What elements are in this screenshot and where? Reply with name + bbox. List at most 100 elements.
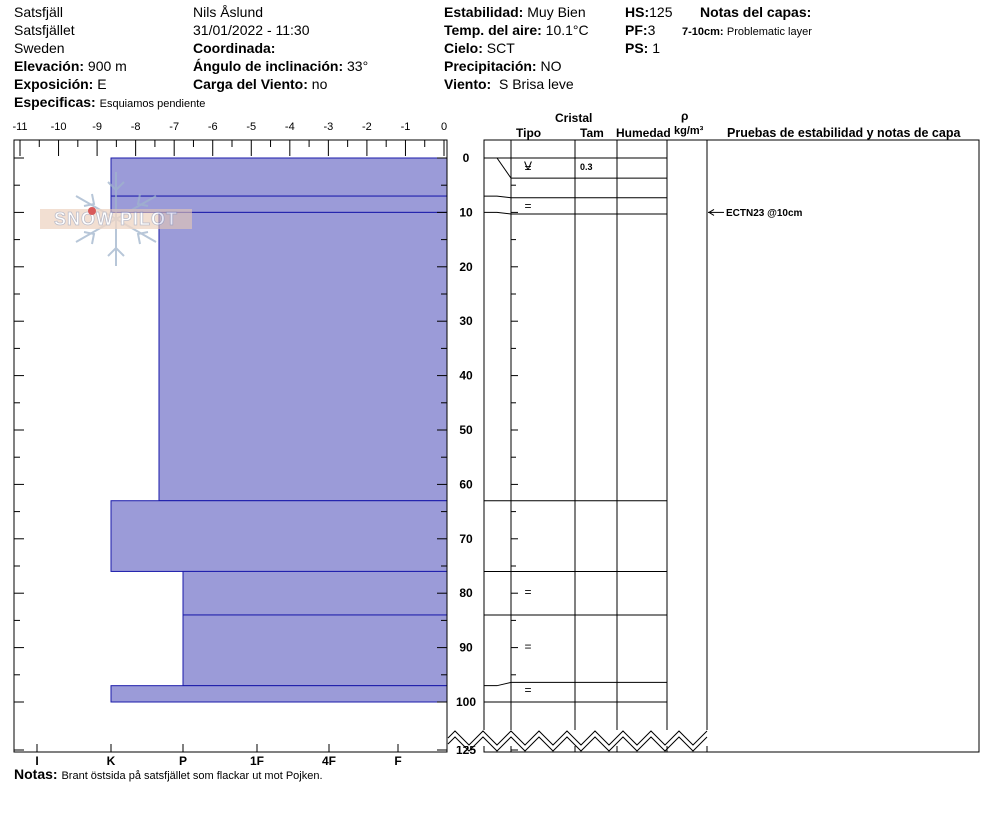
hs-value: 125 [649, 4, 673, 20]
wind-load-value: no [311, 76, 328, 92]
temp-tick-label: -3 [323, 121, 333, 133]
temp-tick-label: -9 [92, 121, 102, 133]
ps: PS: 1 [625, 40, 660, 56]
type-header: Tipo [516, 126, 542, 140]
temp-tick-label: -1 [401, 121, 411, 133]
hardness-layer-4 [110, 500, 448, 572]
notes-label: Notas: [14, 766, 58, 782]
slope: Ángulo de inclinación: 33° [193, 58, 368, 74]
air-temp-value: 10.1°C [545, 22, 589, 38]
depth-label: 20 [459, 260, 473, 274]
aspect-label: Exposición: [14, 76, 94, 92]
table-frame [483, 139, 980, 753]
datetime: 31/01/2022 - 11:30 [193, 22, 310, 38]
slope-value: 33° [347, 58, 369, 74]
layer-note: 7-10cm: Problematic layer [682, 23, 812, 40]
temp-tick-label: -4 [285, 121, 295, 133]
hardness-layer-5 [182, 570, 448, 616]
temp-tick-label: -5 [246, 121, 256, 133]
hs: HS:125 [625, 4, 672, 20]
depth-label: 10 [459, 205, 473, 219]
depth-label: 80 [459, 586, 473, 600]
layer-connector [484, 195, 512, 199]
precip-label: Precipitación: [444, 58, 537, 74]
country: Sweden [14, 40, 65, 56]
crystal-type-symbol: = [524, 683, 531, 697]
stability-label: Estabilidad: [444, 4, 524, 20]
wind-label: Viento: [444, 76, 492, 92]
wind: Viento: S Brisa leve [444, 76, 574, 92]
location-subname: Satsfjället [14, 22, 75, 38]
layer-table: V=====0.3 [447, 139, 980, 753]
crystal-type-symbol: = [524, 640, 531, 654]
coordinate-label: Coordinada: [193, 40, 276, 56]
precip-value: NO [540, 58, 562, 74]
test-result-marker: ECTN23 @10cm [708, 208, 803, 219]
crystal-header: Cristal [555, 111, 593, 125]
test-arrow-head [708, 208, 715, 216]
temp-tick-label: -8 [131, 121, 141, 133]
temp-tick-label: -7 [169, 121, 179, 133]
hardness-layer-7 [110, 685, 448, 703]
stability: Estabilidad: Muy Bien [444, 4, 586, 20]
logo-dot [88, 207, 96, 215]
hardness-layer-3 [158, 211, 448, 502]
temperature-axis: -11 -10 -9 -8 -7 -6 -5 -4 -3 -2 -1 0 [12, 121, 447, 156]
hardness-label: 4F [322, 754, 336, 768]
layer-note-text: Problematic layer [726, 26, 812, 38]
crystal-type-symbol: = [524, 585, 531, 599]
axis-break-zigzag-bottom [447, 736, 708, 752]
notes-value: Brant östsida på satsfjället som flackar… [61, 770, 323, 782]
temp-tick-label: 0 [441, 121, 447, 133]
depth-label: 50 [459, 423, 473, 437]
layer-connector [484, 211, 512, 215]
precipitation: Precipitación: NO [444, 58, 561, 74]
stability-value: Muy Bien [527, 4, 586, 20]
temp-tick-label: -10 [51, 121, 67, 133]
temp-tick-label: -6 [208, 121, 218, 133]
sky-label: Cielo: [444, 40, 483, 56]
crystal-size-value: 0.3 [580, 162, 593, 172]
depth-axis: 0 10 20 30 40 50 60 70 80 90 100 125 [14, 151, 518, 757]
elevation-value: 900 m [87, 58, 127, 74]
elevation-label: Elevación: [14, 58, 85, 74]
specifics-value: Esquiamos pendiente [99, 98, 206, 110]
wind-load: Carga del Viento: no [193, 76, 327, 92]
depth-label: 90 [459, 641, 473, 655]
density-rho-header: ρ [681, 109, 689, 123]
location-name: Satsfjäll [14, 4, 64, 20]
snowpilot-logo: SNOW PILOT [40, 172, 192, 266]
depth-label: 30 [459, 314, 473, 328]
pf-value: 3 [647, 22, 656, 38]
slope-label: Ángulo de inclinación: [193, 58, 344, 74]
ps-value: 1 [652, 40, 661, 56]
hardness-layers [110, 157, 448, 703]
humidity-header: Humedad [616, 126, 671, 140]
temp-tick-label: -2 [362, 121, 372, 133]
air-temp-label: Temp. del aire: [444, 22, 542, 38]
hardness-label: I [35, 754, 38, 768]
hs-label: HS: [625, 4, 650, 20]
hardness-label: P [179, 754, 187, 768]
crystal-type-symbol: = [524, 161, 531, 175]
hardness-axis: I K P 1F 4F F [35, 744, 402, 768]
hardness-layer-1 [110, 157, 448, 197]
layer-connector [484, 157, 512, 179]
depth-label: 60 [459, 477, 473, 491]
depth-label: 100 [456, 695, 476, 709]
temp-tick-label: -11 [12, 121, 27, 133]
ps-label: PS: [625, 40, 649, 56]
tests-header: Pruebas de estabilidad y notas de capa [727, 126, 961, 140]
crystal-type-symbol: V [524, 159, 532, 173]
layer-notes-label: Notas del capas: [700, 4, 812, 20]
test-result-text: ECTN23 @10cm [726, 208, 803, 219]
observer: Nils Åslund [193, 4, 264, 20]
aspect-value: E [97, 76, 107, 92]
layer-note-depth: 7-10cm: [682, 26, 724, 38]
depth-label: 40 [459, 369, 473, 383]
logo-banner [40, 209, 192, 229]
table-symbols: V=====0.3 [524, 159, 593, 697]
logo-text: SNOW PILOT [54, 209, 178, 229]
pf-label: PF: [625, 22, 648, 38]
air-temp: Temp. del aire: 10.1°C [444, 22, 589, 38]
